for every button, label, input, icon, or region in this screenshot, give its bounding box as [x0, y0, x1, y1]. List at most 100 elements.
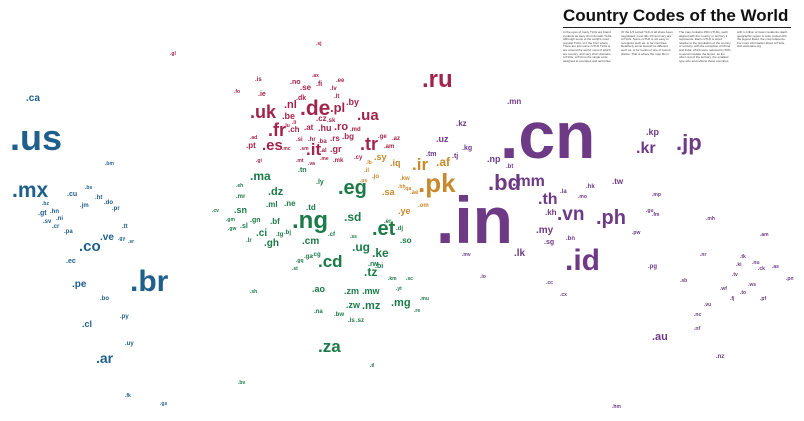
country-code-label: .sa — [382, 187, 396, 197]
country-code-label: .il — [364, 168, 369, 174]
country-code-label: .ml — [266, 200, 278, 209]
country-code-label: .ie — [258, 91, 266, 98]
country-code-label: .at — [304, 123, 314, 132]
note-column: Of the 1/3 sorted TLD of all share been … — [621, 31, 673, 56]
country-code-label: .th — [538, 191, 558, 208]
country-code-label: .sr — [128, 239, 134, 245]
country-code-label: .lv — [330, 86, 337, 92]
country-code-label: .ee — [336, 78, 345, 84]
country-code-label: .li — [292, 120, 297, 126]
country-code-label: .fr — [268, 120, 286, 140]
country-code-label: .pk — [418, 168, 456, 198]
country-code-label: .io — [480, 274, 486, 280]
country-code-label: .sv — [43, 219, 52, 225]
country-code-label: .cc — [546, 280, 553, 286]
country-code-label: .mr — [236, 194, 246, 200]
country-code-label: .py — [120, 314, 129, 320]
country-code-label: .sn — [234, 205, 247, 215]
country-code-label: .ar — [96, 350, 114, 366]
country-code-label: .sm — [300, 146, 309, 152]
country-code-label: .td — [306, 203, 316, 212]
country-code-label: .st — [292, 266, 298, 272]
country-code-label: .ad — [250, 135, 257, 141]
country-code-label: .jp — [676, 130, 702, 155]
country-code-label: .ec — [66, 258, 76, 265]
country-code-label: .mu — [420, 296, 429, 302]
country-code-label: .uz — [436, 134, 449, 144]
country-code-label: .bv — [238, 380, 245, 386]
country-code-label: .bd — [488, 170, 521, 195]
country-code-label: .ni — [56, 216, 63, 222]
country-code-label: .mg — [391, 297, 411, 309]
country-code-label: .mh — [706, 216, 715, 222]
country-code-label: .tr — [360, 134, 378, 154]
note-column: with 1 million or fewer residents. Each … — [737, 31, 788, 49]
country-code-label: .sh — [250, 289, 257, 295]
country-code-label: .az — [392, 136, 400, 142]
country-code-label: .tw — [612, 177, 624, 186]
country-code-label: .tk — [740, 254, 746, 260]
country-code-label: .lu — [284, 123, 290, 129]
country-code-label: .my — [536, 225, 554, 236]
country-code-label: .hu — [318, 123, 332, 133]
country-code-label: .ht — [95, 195, 102, 201]
country-code-label: .jo — [372, 174, 379, 180]
country-code-label: .na — [314, 309, 323, 315]
country-code-label: .sk — [327, 118, 336, 124]
country-code-label: .ir — [412, 155, 428, 174]
country-code-label: .gm — [226, 217, 235, 223]
country-code-label: .pw — [632, 230, 640, 236]
country-code-label: .cd — [318, 252, 343, 271]
country-code-label: .cm — [302, 236, 319, 247]
country-code-label: .sj — [316, 41, 322, 47]
country-code-label: .ps — [360, 178, 367, 184]
country-code-label: .in — [436, 183, 513, 257]
country-code-label: .sg — [544, 239, 554, 246]
country-code-label: .gs — [160, 401, 167, 407]
country-code-label: .sd — [344, 210, 361, 224]
country-code-label: .ba — [318, 139, 327, 145]
country-code-label: .om — [418, 203, 429, 209]
country-code-label: .wf — [720, 286, 727, 292]
country-code-label: .do — [104, 200, 113, 206]
country-code-label: .so — [400, 236, 412, 245]
country-code-label: .ge — [378, 134, 387, 140]
country-code-label: .cn — [500, 98, 595, 172]
country-code-label: .fi — [316, 81, 322, 88]
title-divider — [563, 27, 791, 28]
country-code-label: .tz — [364, 265, 377, 279]
country-code-label: .nz — [716, 354, 724, 360]
country-code-label: .sy — [374, 152, 387, 162]
country-code-label: .ke — [372, 246, 389, 260]
country-code-label: .bg — [342, 132, 354, 141]
country-code-label: .mw — [362, 286, 381, 296]
country-code-label: .pl — [330, 100, 345, 115]
country-code-label: .mp — [652, 192, 661, 198]
country-code-label: .as — [772, 264, 779, 270]
country-code-label: .me — [320, 156, 329, 162]
country-code-label: .bh — [398, 184, 406, 190]
country-code-label: .ga — [304, 254, 313, 260]
country-code-label: .sc — [406, 276, 413, 282]
country-code-label: .gh — [264, 238, 279, 249]
country-code-label: .za — [318, 337, 341, 356]
country-code-label: .nr — [700, 252, 706, 258]
country-code-label: .uk — [250, 102, 277, 122]
country-code-label: .by — [346, 97, 359, 107]
country-code-label: .ly — [316, 179, 324, 186]
country-code-label: .ca — [26, 93, 40, 104]
country-code-label: .bo — [100, 296, 109, 302]
country-code-label: .bn — [566, 236, 575, 242]
country-code-label: .bs — [85, 185, 92, 191]
country-code-label: .is — [255, 77, 262, 83]
country-code-label: .cv — [212, 208, 219, 214]
country-code-label: .kr — [636, 140, 656, 157]
country-code-label: .vn — [557, 204, 584, 225]
country-code-label: .lt — [334, 94, 339, 100]
country-code-label: .ve — [100, 232, 114, 243]
country-code-label: .kw — [400, 176, 410, 182]
note-column: In the eyes of many TLDs are brand symbo… — [563, 31, 613, 63]
country-code-label: .be — [282, 111, 295, 121]
